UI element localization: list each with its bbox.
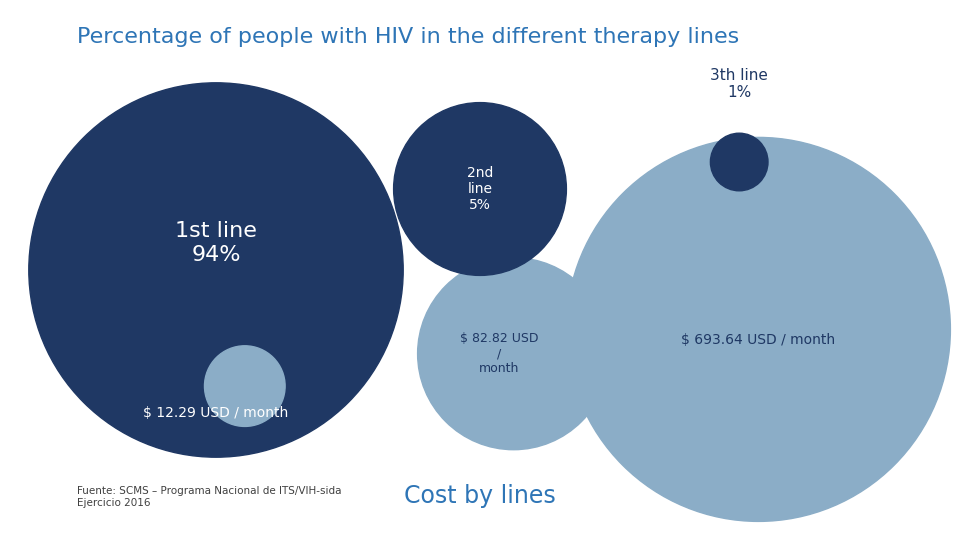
Text: 3th line
1%: 3th line 1% [710,68,768,100]
Ellipse shape [29,83,403,457]
Ellipse shape [566,137,950,522]
Text: $ 82.82 USD
/
month: $ 82.82 USD / month [460,332,539,375]
Text: 2nd
line
5%: 2nd line 5% [467,166,493,212]
Ellipse shape [418,258,610,450]
Text: Percentage of people with HIV in the different therapy lines: Percentage of people with HIV in the dif… [77,27,739,47]
Text: Cost by lines: Cost by lines [404,484,556,508]
Ellipse shape [204,346,285,427]
Text: 1st line
94%: 1st line 94% [175,221,257,265]
Text: Fuente: SCMS – Programa Nacional de ITS/VIH-sida
Ejercicio 2016: Fuente: SCMS – Programa Nacional de ITS/… [77,486,342,508]
Text: $ 12.29 USD / month: $ 12.29 USD / month [143,406,289,420]
Ellipse shape [394,103,566,275]
Ellipse shape [710,133,768,191]
Text: $ 693.64 USD / month: $ 693.64 USD / month [682,333,835,347]
